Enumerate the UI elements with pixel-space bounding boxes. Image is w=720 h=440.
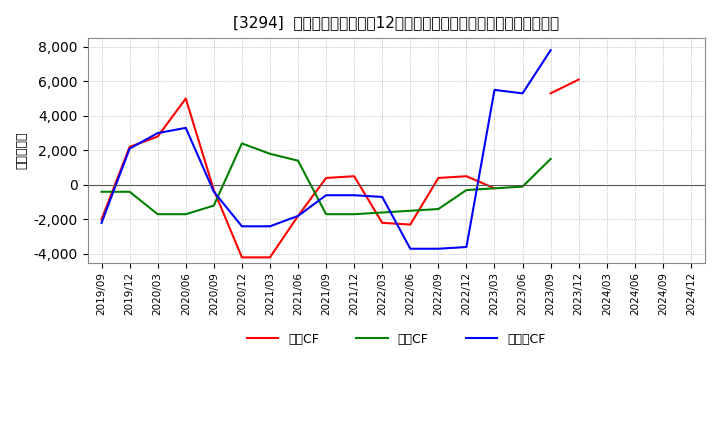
フリーCF [266, 224, 274, 229]
投資CF [518, 184, 527, 189]
営業CF [406, 222, 415, 227]
フリーCF [378, 194, 387, 200]
Line: 営業CF: 営業CF [102, 99, 495, 257]
投資CF [97, 189, 106, 194]
投資CF [462, 187, 471, 193]
フリーCF [490, 87, 499, 92]
フリーCF [210, 189, 218, 194]
フリーCF [125, 146, 134, 151]
投資CF [406, 208, 415, 213]
営業CF [434, 175, 443, 180]
フリーCF [518, 91, 527, 96]
Line: フリーCF: フリーCF [102, 50, 551, 249]
フリーCF [406, 246, 415, 251]
フリーCF [322, 193, 330, 198]
営業CF [210, 187, 218, 193]
フリーCF [238, 224, 246, 229]
投資CF [153, 212, 162, 217]
フリーCF [434, 246, 443, 251]
営業CF [266, 255, 274, 260]
営業CF [490, 186, 499, 191]
フリーCF [350, 193, 359, 198]
Title: [3294]  キャッシュフローの12か月移動合計の対前年同期増減額の推移: [3294] キャッシュフローの12か月移動合計の対前年同期増減額の推移 [233, 15, 559, 30]
フリーCF [181, 125, 190, 131]
営業CF [294, 213, 302, 219]
投資CF [378, 210, 387, 215]
投資CF [490, 186, 499, 191]
投資CF [125, 189, 134, 194]
投資CF [322, 212, 330, 217]
Y-axis label: （百万円）: （百万円） [15, 132, 28, 169]
営業CF [350, 174, 359, 179]
フリーCF [546, 48, 555, 53]
フリーCF [153, 130, 162, 136]
投資CF [434, 206, 443, 212]
営業CF [153, 134, 162, 139]
営業CF [125, 144, 134, 150]
Line: 投資CF: 投資CF [102, 143, 551, 214]
営業CF [462, 174, 471, 179]
投資CF [350, 212, 359, 217]
投資CF [266, 151, 274, 157]
フリーCF [462, 244, 471, 249]
フリーCF [294, 213, 302, 219]
Legend: 営業CF, 投資CF, フリーCF: 営業CF, 投資CF, フリーCF [242, 327, 551, 351]
営業CF [181, 96, 190, 101]
投資CF [294, 158, 302, 163]
フリーCF [97, 220, 106, 225]
投資CF [546, 156, 555, 161]
営業CF [97, 217, 106, 222]
投資CF [210, 203, 218, 208]
営業CF [378, 220, 387, 225]
営業CF [238, 255, 246, 260]
投資CF [238, 141, 246, 146]
営業CF [322, 175, 330, 180]
投資CF [181, 212, 190, 217]
